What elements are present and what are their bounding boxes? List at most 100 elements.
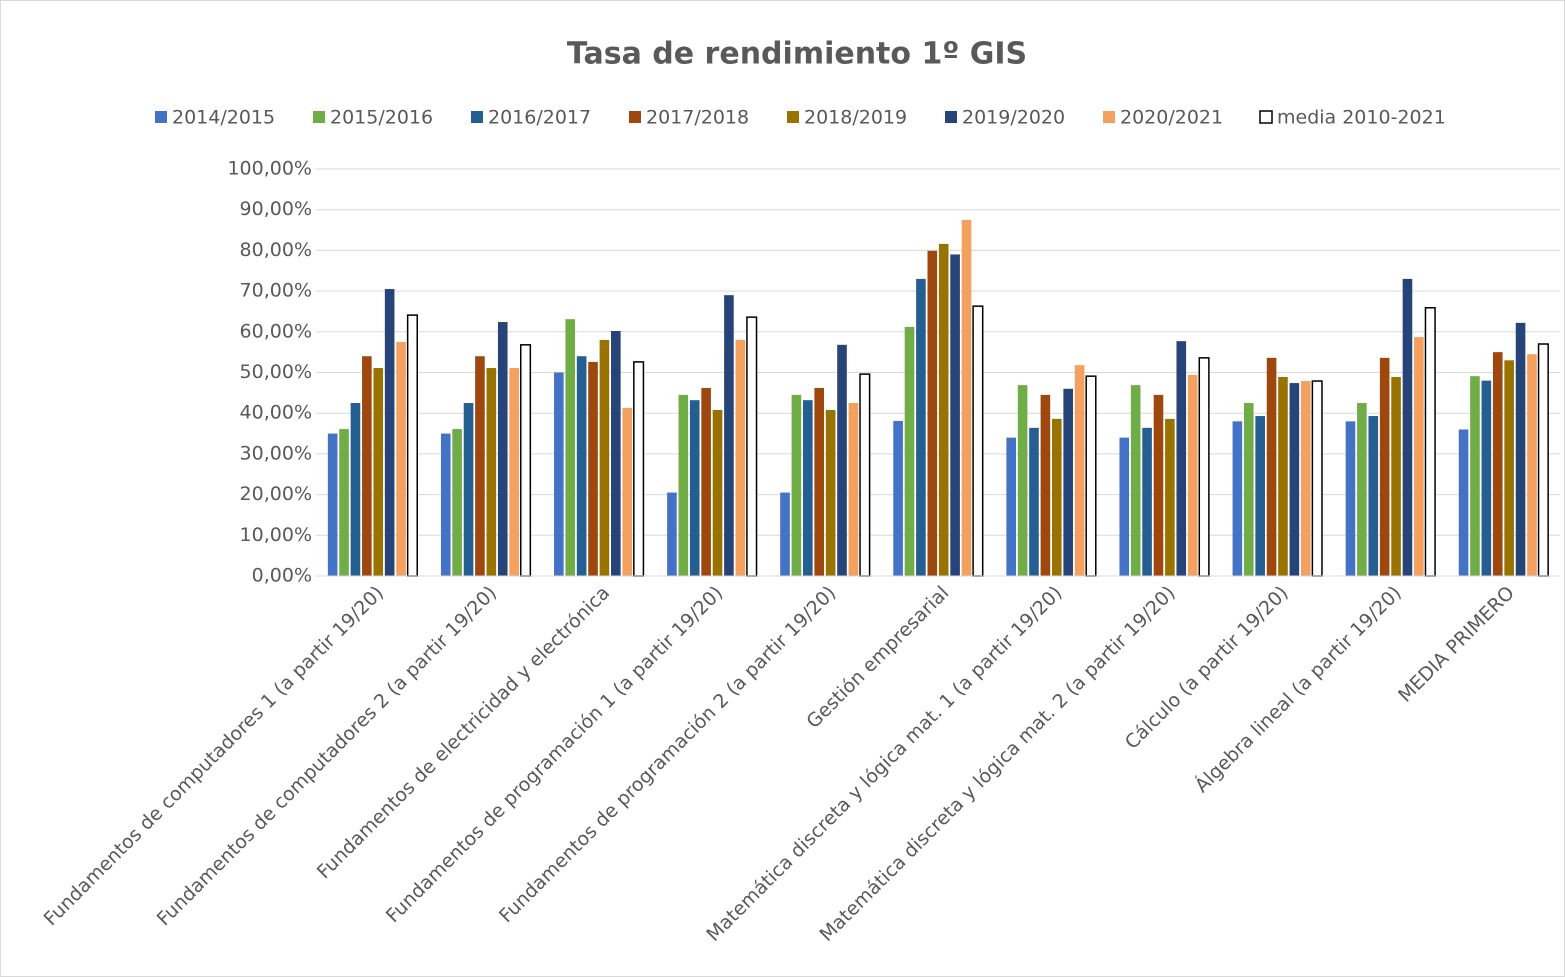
bar xyxy=(362,356,372,576)
y-tick-label: 0,00% xyxy=(252,565,312,587)
legend-label: 2015/2016 xyxy=(330,107,433,129)
bar xyxy=(1165,418,1175,576)
bar xyxy=(1176,341,1187,576)
bar xyxy=(972,305,984,577)
bar xyxy=(1006,437,1016,576)
bar xyxy=(1040,394,1051,576)
bar xyxy=(1085,375,1097,577)
bar xyxy=(678,394,689,576)
bar xyxy=(519,344,532,577)
bar xyxy=(950,254,960,576)
bar xyxy=(396,341,406,576)
legend-label: 2019/2020 xyxy=(962,107,1065,129)
bar xyxy=(1470,376,1480,576)
bar xyxy=(667,492,677,576)
bar xyxy=(509,368,519,576)
bar xyxy=(622,407,633,576)
y-tick-label: 100,00% xyxy=(227,158,312,180)
bar xyxy=(1243,403,1254,576)
bar xyxy=(916,278,926,576)
bar xyxy=(576,356,587,576)
bar xyxy=(1142,427,1152,576)
bar xyxy=(452,429,462,576)
bar xyxy=(724,295,734,576)
bar xyxy=(327,433,338,576)
bar xyxy=(1402,278,1413,576)
bar xyxy=(611,330,621,576)
legend-swatch xyxy=(313,111,325,123)
bar xyxy=(1198,357,1210,577)
y-tick-label: 50,00% xyxy=(240,361,312,383)
bar xyxy=(1527,354,1537,576)
bar xyxy=(893,420,903,576)
bar xyxy=(1029,427,1039,576)
y-tick-label: 10,00% xyxy=(240,524,312,546)
bar xyxy=(1153,394,1164,576)
bar xyxy=(803,400,813,576)
bar xyxy=(848,403,859,576)
bar xyxy=(406,314,418,577)
bar xyxy=(701,387,711,576)
chart-title: Tasa de rendimiento 1º GIS xyxy=(567,37,1027,72)
bar xyxy=(486,368,497,576)
bar xyxy=(791,394,802,576)
bar xyxy=(1017,385,1028,576)
bar xyxy=(938,243,949,576)
bar xyxy=(373,368,384,576)
y-tick-label: 90,00% xyxy=(240,198,312,220)
bar xyxy=(1278,376,1288,576)
bar xyxy=(1232,421,1243,576)
bar xyxy=(1187,374,1198,576)
bar xyxy=(1379,357,1390,576)
y-tick-label: 40,00% xyxy=(240,402,312,424)
legend-swatch xyxy=(471,111,483,123)
bar xyxy=(904,326,915,576)
legend-swatch xyxy=(155,111,167,123)
bar xyxy=(1300,381,1311,576)
bar xyxy=(1074,365,1085,576)
bar xyxy=(1345,421,1356,576)
legend-swatch xyxy=(1103,111,1115,123)
bar xyxy=(384,289,395,576)
bar xyxy=(565,319,576,576)
bar xyxy=(463,403,474,576)
bar xyxy=(350,403,361,576)
bar xyxy=(1481,380,1492,576)
legend-swatch xyxy=(629,111,641,123)
bar xyxy=(1119,437,1130,576)
bar xyxy=(1537,343,1549,577)
legend-swatch xyxy=(787,111,799,123)
bar xyxy=(735,339,746,576)
bar xyxy=(588,361,598,576)
bar xyxy=(1063,388,1073,576)
legend-label: 2017/2018 xyxy=(646,107,749,129)
bar xyxy=(1255,416,1265,576)
bar xyxy=(1357,403,1367,576)
y-tick-label: 60,00% xyxy=(240,320,312,342)
bar xyxy=(961,219,972,576)
bar xyxy=(712,409,723,576)
bar xyxy=(339,429,349,576)
bar xyxy=(599,339,610,576)
bar xyxy=(859,373,871,577)
bar xyxy=(554,372,564,576)
y-tick-label: 20,00% xyxy=(240,483,312,505)
bar xyxy=(1391,376,1401,576)
bar xyxy=(825,409,836,576)
bar xyxy=(440,433,451,576)
y-tick-label: 80,00% xyxy=(240,239,312,261)
bar xyxy=(1515,322,1526,576)
bar xyxy=(780,492,790,576)
legend-label: 2018/2019 xyxy=(804,107,907,129)
bar xyxy=(1458,429,1469,576)
bar xyxy=(475,356,485,576)
y-tick-label: 70,00% xyxy=(240,280,312,302)
bar xyxy=(814,387,825,576)
bar xyxy=(1130,385,1141,576)
bar xyxy=(927,250,938,576)
y-tick-label: 30,00% xyxy=(240,442,312,464)
bar xyxy=(689,400,700,576)
bar xyxy=(746,316,758,577)
